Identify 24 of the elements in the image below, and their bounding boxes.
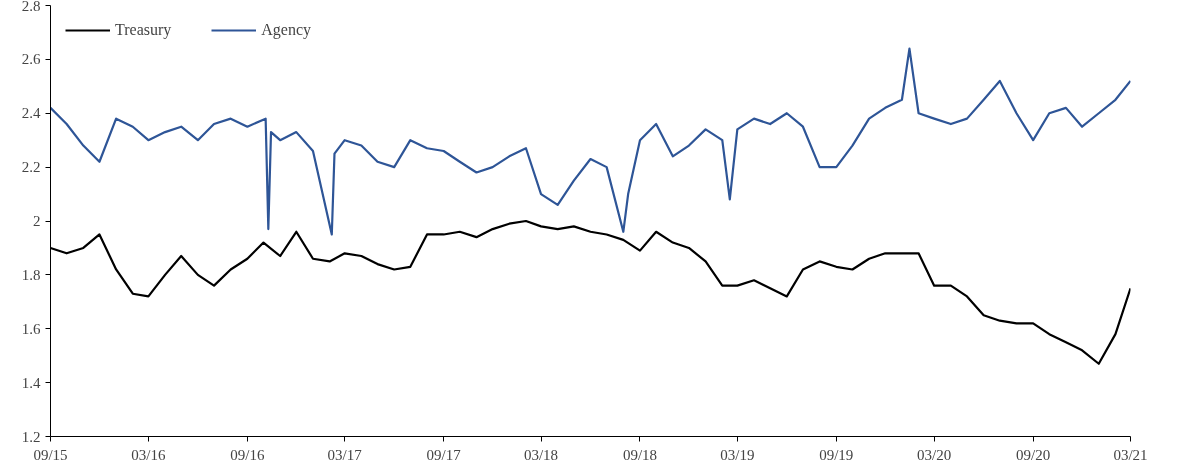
y-tick-label: 2.2 [21,159,41,176]
y-tick-label: 1.6 [21,320,41,337]
line-series [50,47,1131,236]
legend-label: Treasury [115,21,172,39]
x-tick-label: 09/18 [622,446,658,463]
x-tick-label: 09/15 [33,446,68,463]
x-tick-label: 03/17 [327,446,363,463]
y-tick-label: 1.4 [21,374,41,391]
x-tick-label: 09/19 [819,446,854,463]
legend-label: Agency [261,21,312,39]
y-tick-label: 2 [33,213,41,229]
x-tick-label: 03/19 [720,446,755,463]
x-tick-label: 03/21 [1113,446,1148,463]
y-tick-label: 2.8 [21,0,41,14]
y-tick-label: 2.6 [21,51,41,68]
x-tick-label: 09/20 [1016,446,1051,463]
y-tick-label: 1.2 [21,428,41,445]
x-tick-label: 03/18 [523,446,559,463]
x-tick-label: 03/16 [131,446,166,463]
x-tick-label: 09/17 [426,446,462,463]
y-tick-label: 2.4 [21,105,41,122]
x-tick-label: 03/20 [917,446,952,463]
x-tick-label: 09/16 [230,446,265,463]
y-tick-label: 1.8 [21,266,41,283]
